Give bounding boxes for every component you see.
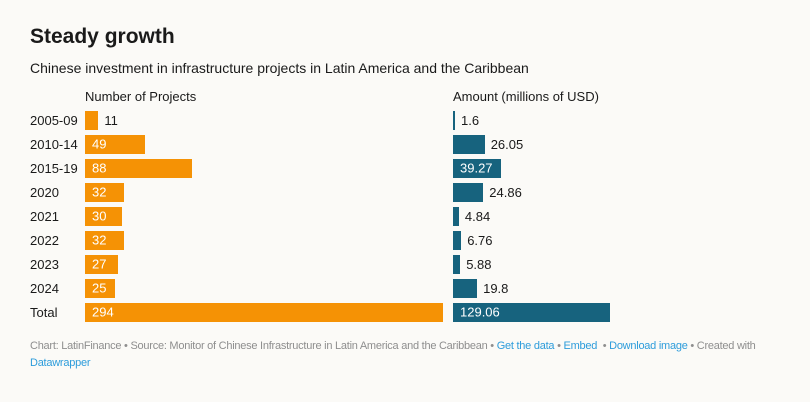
- footer-text: •: [597, 340, 610, 352]
- datawrapper-link[interactable]: Datawrapper: [30, 357, 91, 369]
- value-label: 294: [92, 304, 114, 320]
- projects-bar: 25: [85, 278, 116, 298]
- projects-bar: 294: [85, 302, 444, 322]
- category-label: 2010-14: [30, 136, 78, 152]
- projects-track: 32: [85, 230, 453, 250]
- projects-track: 294: [85, 302, 453, 322]
- amount-track: 6.76: [453, 230, 780, 250]
- embed-link[interactable]: Embed: [563, 340, 598, 352]
- projects-track: 32: [85, 182, 453, 202]
- value-label: 32: [92, 232, 107, 248]
- amount-bar: [453, 278, 478, 298]
- value-label: 49: [92, 136, 107, 152]
- amount-bar: [453, 110, 455, 130]
- projects-bar: 88: [85, 158, 193, 178]
- footer-text: • Created with: [687, 340, 759, 352]
- chart-title: Steady growth: [30, 25, 175, 48]
- column-header-projects: Number of Projects: [85, 89, 197, 104]
- projects-bar: 27: [85, 254, 118, 274]
- category-label: 2022: [30, 232, 59, 248]
- bar-row: 2010-14 49 26.05: [30, 132, 780, 156]
- category-label: 2023: [30, 256, 59, 272]
- footer-line: Datawrapper: [30, 355, 780, 372]
- value-label: 27: [92, 256, 107, 272]
- value-label: 39.27: [460, 160, 493, 176]
- amount-bar: [453, 254, 461, 274]
- value-label: 6.76: [467, 232, 493, 248]
- value-label: 26.05: [490, 136, 524, 152]
- projects-track: 27: [85, 254, 453, 274]
- projects-bar: 49: [85, 134, 145, 154]
- projects-track: 25: [85, 278, 453, 298]
- value-label: 4.84: [464, 208, 491, 224]
- chart-subtitle: Chinese investment in infrastructure pro…: [30, 60, 529, 76]
- column-headers: Number of Projects Amount (millions of U…: [30, 89, 780, 105]
- value-label: 1.6: [461, 112, 480, 128]
- projects-track: 49: [85, 134, 453, 154]
- amount-bar: 129.06: [453, 302, 611, 322]
- amount-track: 24.86: [453, 182, 780, 202]
- value-label: 25: [92, 280, 107, 296]
- category-label: 2015-19: [30, 160, 78, 176]
- value-label: 11: [104, 112, 118, 128]
- get-the-data-link[interactable]: Get the data: [496, 340, 555, 352]
- value-label: 32: [92, 184, 107, 200]
- bar-row: 2024 25 19.8: [30, 276, 780, 300]
- bar-row: 2015-19 88 39.27: [30, 156, 780, 180]
- footer: Chart: LatinFinance • Source: Monitor of…: [30, 338, 780, 372]
- value-label: 129.06: [460, 304, 500, 320]
- column-header-amount: Amount (millions of USD): [453, 89, 599, 104]
- bar-row: Total 294 129.06: [30, 300, 780, 324]
- amount-bar: 39.27: [453, 158, 501, 178]
- bar-row: 2005-09 11 1.6: [30, 108, 780, 132]
- value-label: 30: [92, 208, 107, 224]
- category-label: Total: [30, 304, 58, 320]
- amount-track: 4.84: [453, 206, 780, 226]
- amount-track: 129.06: [453, 302, 780, 322]
- value-label: 19.8: [483, 280, 509, 296]
- projects-bar: 32: [85, 182, 124, 202]
- amount-track: 26.05: [453, 134, 780, 154]
- amount-track: 19.8: [453, 278, 780, 298]
- value-label: 5.88: [466, 256, 492, 272]
- amount-bar: [453, 230, 462, 250]
- projects-bar: 30: [85, 206, 122, 226]
- projects-bar: [85, 110, 99, 130]
- footer-text: Chart: LatinFinance • Source: Monitor of…: [30, 340, 497, 352]
- footer-text: •: [554, 340, 564, 352]
- category-label: 2021: [30, 208, 59, 224]
- bar-row: 2021 30 4.84: [30, 204, 780, 228]
- amount-track: 39.27: [453, 158, 780, 178]
- amount-track: 5.88: [453, 254, 780, 274]
- footer-line: Chart: LatinFinance • Source: Monitor of…: [30, 338, 780, 355]
- value-label: 24.86: [489, 184, 522, 200]
- bar-row: 2023 27 5.88: [30, 252, 780, 276]
- projects-track: 11: [85, 110, 453, 130]
- category-label: 2024: [30, 280, 59, 296]
- bar-rows: 2005-09 11 1.6 2010-14 49 26.05 2015-19 88 39.27…: [30, 108, 780, 324]
- category-label: 2020: [30, 184, 59, 200]
- projects-track: 88: [85, 158, 453, 178]
- header-spacer: [30, 89, 85, 105]
- projects-bar: 32: [85, 230, 124, 250]
- amount-bar: [453, 182, 484, 202]
- amount-track: 1.6: [453, 110, 780, 130]
- value-label: 88: [92, 160, 107, 176]
- download-image-link[interactable]: Download image: [609, 340, 688, 352]
- amount-bar: [453, 134, 485, 154]
- amount-bar: [453, 206, 459, 226]
- bar-row: 2020 32 24.86: [30, 180, 780, 204]
- category-label: 2005-09: [30, 112, 78, 128]
- projects-track: 30: [85, 206, 453, 226]
- bar-row: 2022 32 6.76: [30, 228, 780, 252]
